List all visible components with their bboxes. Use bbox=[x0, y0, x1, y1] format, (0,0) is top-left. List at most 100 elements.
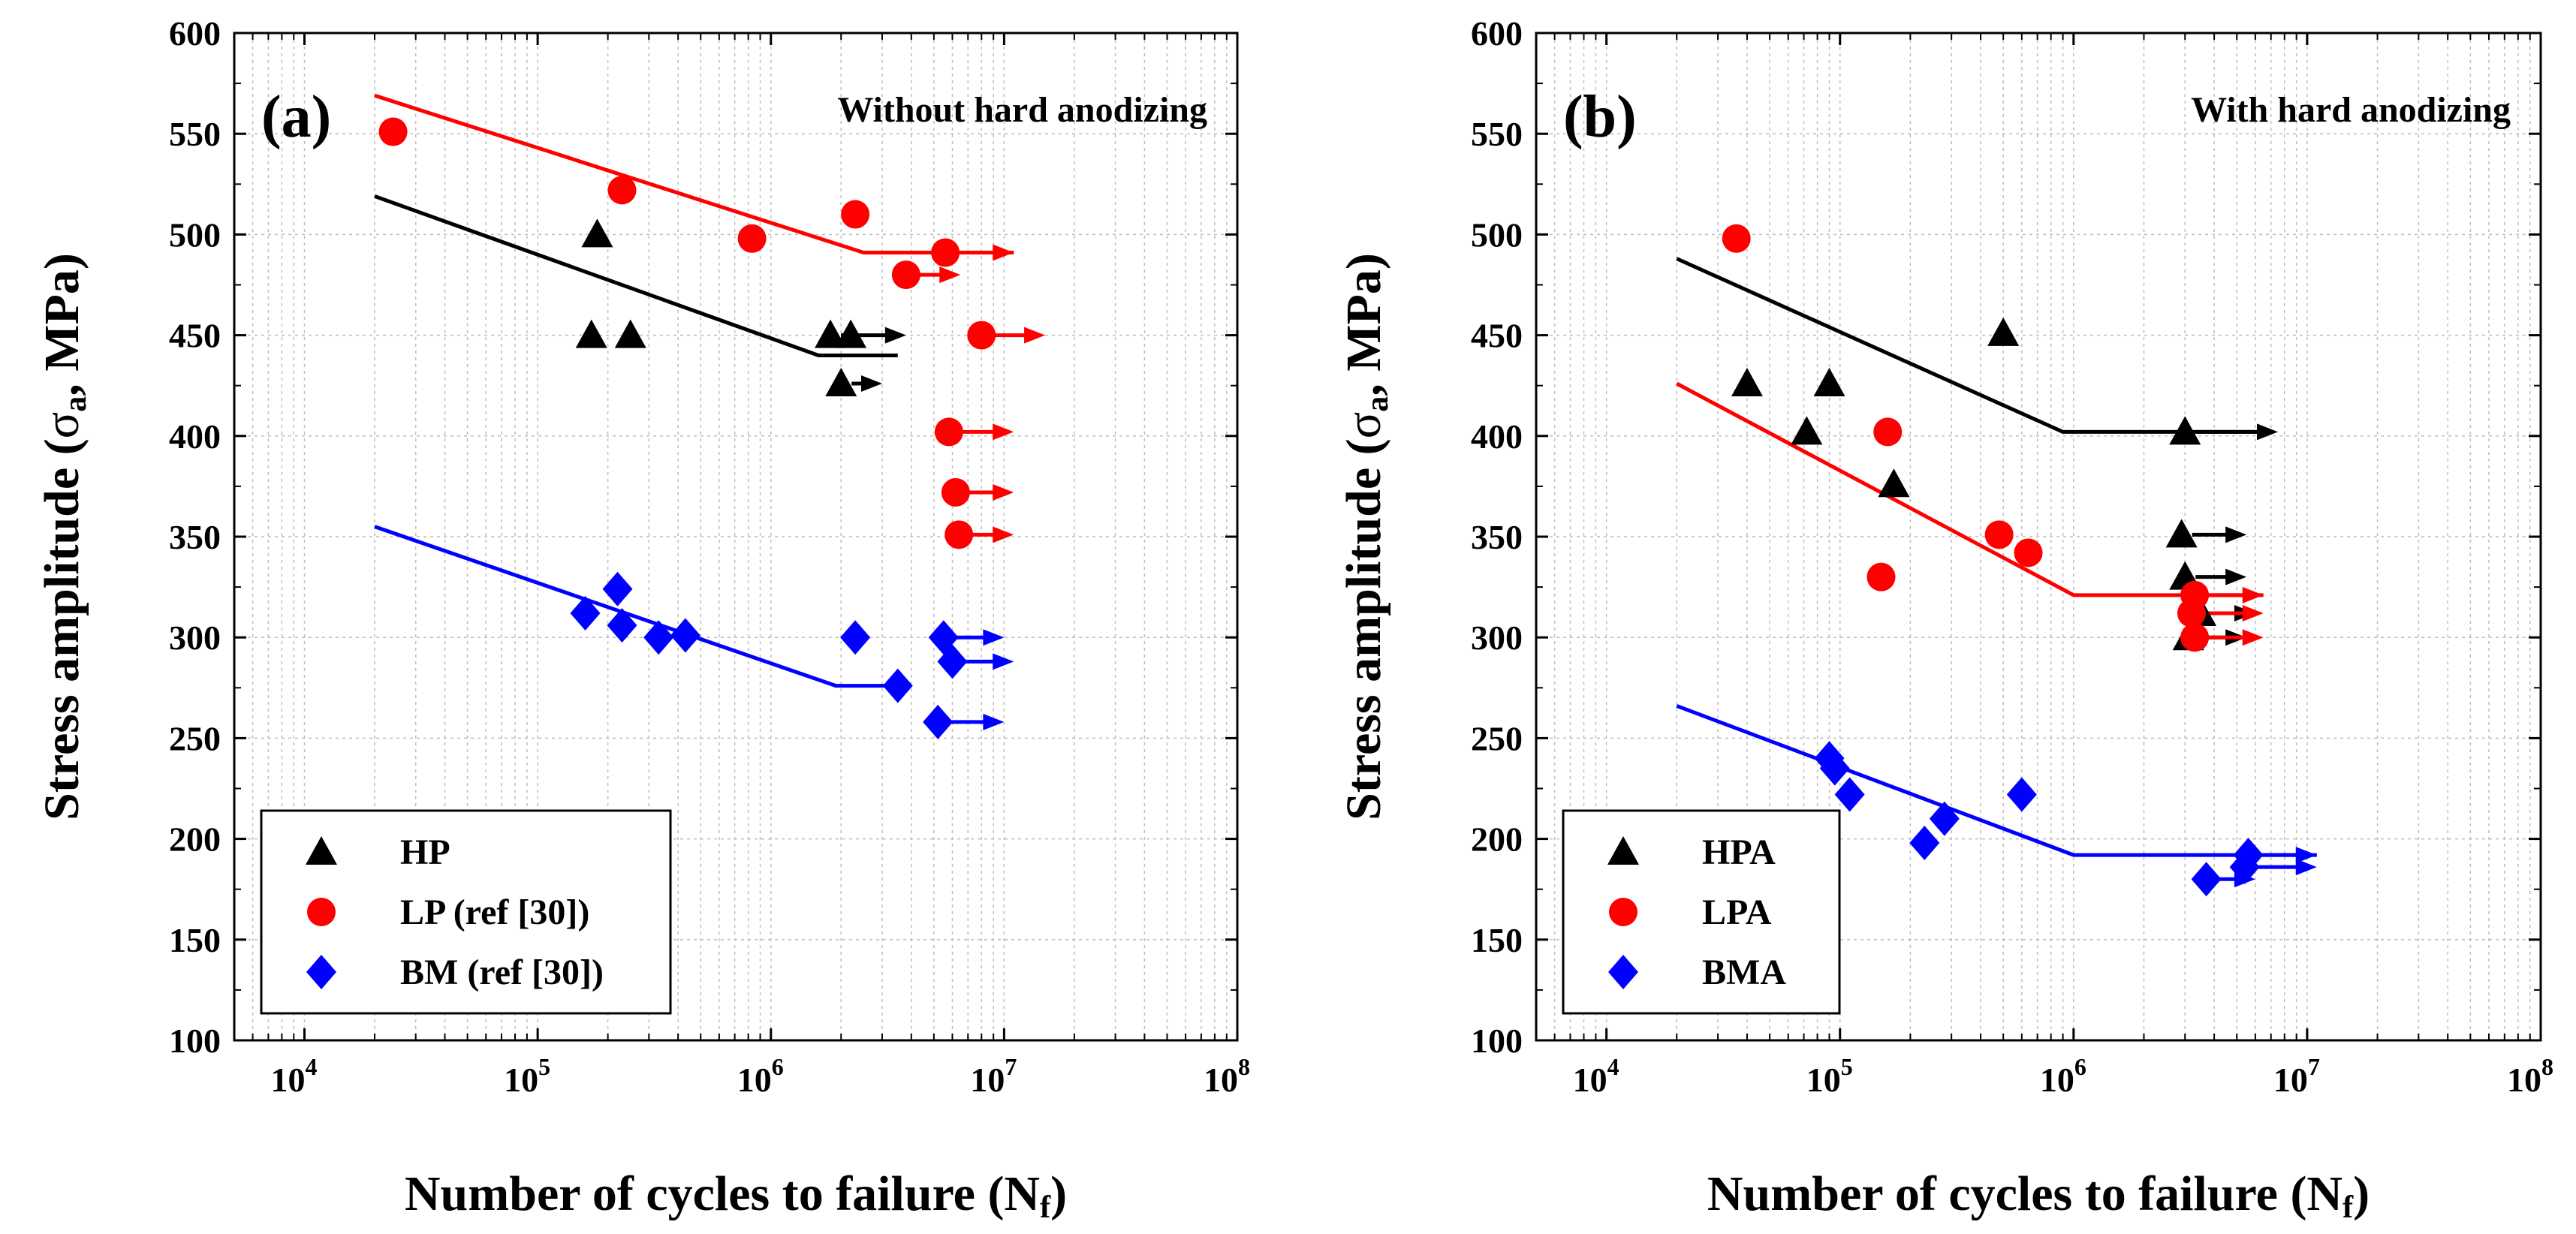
data-point bbox=[737, 224, 767, 253]
fit-line bbox=[374, 525, 906, 688]
runout-arrow bbox=[992, 327, 1046, 344]
panel-annotation: With hard anodizing bbox=[2191, 90, 2511, 130]
data-point bbox=[931, 238, 960, 267]
y-tick-label: 300 bbox=[169, 619, 221, 657]
y-tick-label: 400 bbox=[169, 417, 221, 456]
y-tick-label: 250 bbox=[169, 719, 221, 757]
data-point bbox=[2229, 850, 2260, 885]
panel-annotation: Without hard anodizing bbox=[837, 90, 1207, 130]
data-point bbox=[923, 704, 954, 739]
x-axis-title: Number of cycles to failure (Nf) bbox=[405, 1166, 1067, 1225]
y-tick-label: 550 bbox=[1471, 115, 1523, 153]
data-point bbox=[934, 417, 963, 447]
legend-marker bbox=[307, 898, 336, 926]
data-point bbox=[1987, 317, 2020, 346]
x-tick-label: 104 bbox=[1573, 1053, 1619, 1099]
runout-arrow bbox=[916, 266, 961, 284]
runout-arrow bbox=[2192, 526, 2247, 543]
data-point bbox=[2191, 862, 2222, 897]
data-points bbox=[378, 117, 996, 739]
panel-label: (a) bbox=[261, 84, 331, 150]
data-point bbox=[581, 218, 613, 248]
data-point bbox=[602, 571, 633, 606]
y-tick-label: 600 bbox=[169, 14, 221, 53]
x-axis-title-main: Number of cycles to failure (N bbox=[405, 1166, 1040, 1221]
y-tick-label: 150 bbox=[1471, 921, 1523, 959]
legend: HPA LPA BMA bbox=[1562, 809, 1841, 1015]
x-tick-label: 106 bbox=[737, 1053, 784, 1099]
data-point bbox=[1819, 751, 1850, 786]
data-point bbox=[643, 620, 674, 655]
x-tick-label: 107 bbox=[970, 1053, 1017, 1099]
runout-arrow bbox=[969, 526, 1014, 543]
legend-marker bbox=[1607, 836, 1639, 865]
legend-label: LPA bbox=[1702, 892, 1772, 932]
x-tick-label: 105 bbox=[504, 1053, 550, 1099]
y-axis-title-end: , MPa) bbox=[35, 253, 89, 396]
y-tick-label: 500 bbox=[1471, 215, 1523, 254]
runout-arrow bbox=[2201, 604, 2264, 622]
y-tick-label: 450 bbox=[169, 317, 221, 355]
data-point bbox=[2014, 538, 2043, 567]
x-tick-label: 105 bbox=[1806, 1053, 1853, 1099]
axis-ticks: 100 150 200 250 300 350 400 450 500 550 600 104 105 1… bbox=[169, 14, 1250, 1099]
y-tick-label: 300 bbox=[1471, 619, 1523, 657]
runout-arrow bbox=[948, 713, 1005, 730]
fit-line bbox=[1676, 257, 2271, 434]
y-axis-title-sub: a bbox=[1360, 396, 1395, 412]
data-point bbox=[825, 368, 857, 397]
runout-arrow bbox=[959, 423, 1014, 441]
y-tick-label: 550 bbox=[169, 115, 221, 153]
legend-marker bbox=[306, 955, 336, 989]
data-point bbox=[607, 176, 637, 205]
x-axis-title: Number of cycles to failure (Nf) bbox=[1707, 1166, 2370, 1225]
runout-arrows bbox=[841, 244, 1046, 730]
runout-arrow bbox=[851, 375, 882, 393]
runout-arrow bbox=[956, 244, 1014, 261]
y-tick-label: 600 bbox=[1471, 14, 1523, 53]
runout-arrow bbox=[2205, 586, 2264, 603]
y-tick-label: 350 bbox=[1471, 518, 1523, 556]
runout-arrow bbox=[954, 629, 1005, 646]
legend-label: LP (ref [30]) bbox=[400, 892, 589, 932]
x-axis-title-sub: f bbox=[2343, 1190, 2354, 1225]
legend-marker bbox=[1608, 955, 1638, 989]
data-point bbox=[937, 644, 968, 679]
y-tick-label: 100 bbox=[1471, 1022, 1523, 1060]
data-point bbox=[575, 319, 607, 348]
data-point bbox=[2177, 598, 2206, 628]
y-tick-label: 200 bbox=[1471, 820, 1523, 859]
legend-marker bbox=[1609, 898, 1637, 926]
data-point bbox=[570, 595, 601, 631]
runout-arrow bbox=[2195, 423, 2279, 441]
data-point bbox=[891, 260, 920, 290]
y-axis-title-sub: a bbox=[59, 396, 93, 412]
x-tick-label: 104 bbox=[271, 1053, 318, 1099]
runout-arrow bbox=[2205, 629, 2264, 646]
legend-label: BM (ref [30]) bbox=[400, 953, 604, 992]
y-tick-label: 400 bbox=[1471, 417, 1523, 456]
x-axis-title-end: ) bbox=[2353, 1166, 2370, 1221]
fit-lines bbox=[1676, 257, 2317, 857]
data-point bbox=[2165, 519, 2198, 548]
data-point bbox=[1813, 368, 1845, 397]
data-points bbox=[1722, 224, 2264, 897]
y-tick-label: 250 bbox=[1471, 719, 1523, 757]
y-axis-title-end: , MPa) bbox=[1336, 253, 1391, 396]
data-point bbox=[1791, 416, 1823, 445]
runout-arrow bbox=[2255, 859, 2317, 876]
y-axis-title-symbol: σ bbox=[1336, 412, 1391, 439]
runout-arrows bbox=[2192, 423, 2317, 888]
data-point bbox=[941, 477, 970, 507]
x-tick-label: 107 bbox=[2273, 1053, 2320, 1099]
data-point bbox=[378, 117, 408, 146]
y-tick-label: 350 bbox=[169, 518, 221, 556]
data-point bbox=[882, 668, 913, 703]
y-tick-label: 450 bbox=[1471, 317, 1523, 355]
y-axis-title: Stress amplitude (σa, MPa) bbox=[35, 253, 93, 820]
data-point bbox=[1866, 562, 1896, 591]
runout-arrow bbox=[2258, 847, 2317, 864]
data-point bbox=[1873, 417, 1903, 447]
y-tick-label: 100 bbox=[169, 1022, 221, 1060]
